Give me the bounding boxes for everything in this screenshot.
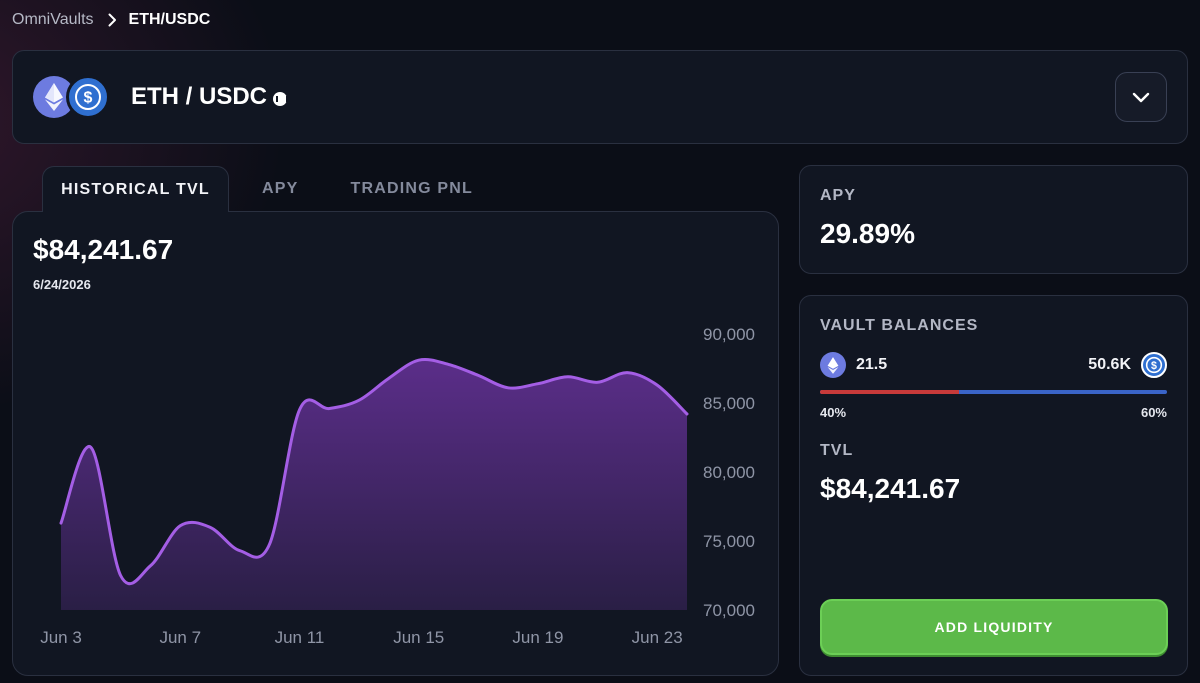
tab-historical-tvl[interactable]: HISTORICAL TVL: [42, 166, 229, 214]
vault-balances-card: VAULT BALANCES 21.5 50.6K $ 40% 6: [799, 295, 1188, 676]
chart-current-value: $84,241.67: [33, 234, 174, 265]
tvl-area-fill: [61, 359, 687, 610]
chart-tabs: HISTORICAL TVL APY TRADING PNL: [42, 166, 492, 214]
usdc-balance-amount: 50.6K: [1088, 356, 1131, 373]
balance-row: 21.5 50.6K $: [820, 351, 1167, 379]
y-tick-label: 70,000: [703, 601, 755, 620]
usdc-icon: $: [66, 75, 110, 119]
vault-header: $ ETH / USDC: [12, 50, 1188, 144]
tvl-chart-panel: $84,241.67 6/24/2026 90,000 85,000 80,000 7…: [12, 211, 779, 676]
svg-text:$: $: [1151, 360, 1157, 372]
breadcrumb: OmniVaults ETH/USDC: [12, 10, 210, 30]
tvl-label: TVL: [820, 442, 854, 459]
vault-balances-label: VAULT BALANCES: [820, 317, 979, 334]
expand-dropdown-button[interactable]: [1115, 72, 1167, 122]
chevron-down-icon: [1132, 92, 1150, 102]
y-tick-label: 75,000: [703, 532, 755, 551]
dex-badge-icon: [273, 91, 289, 106]
tab-apy[interactable]: APY: [262, 180, 299, 197]
x-tick-label: Jun 3: [40, 628, 82, 647]
x-tick-label: Jun 11: [275, 628, 325, 647]
y-tick-label: 85,000: [703, 394, 755, 413]
tvl-area-chart[interactable]: 90,000 85,000 80,000 75,000 70,000 Jun 3 Jun …: [13, 212, 778, 675]
breadcrumb-current: ETH/USDC: [128, 11, 211, 28]
x-tick-label: Jun 7: [159, 628, 201, 647]
tvl-value: $84,241.67: [820, 473, 961, 504]
eth-balance: 21.5: [820, 352, 887, 378]
token-pair-icons: $: [33, 75, 110, 120]
usdc-icon: $: [1141, 352, 1167, 378]
usdc-share-percent: 60%: [1140, 405, 1167, 420]
pair-title: ETH / USDC: [131, 83, 289, 111]
add-liquidity-button[interactable]: ADD LIQUIDITY: [820, 599, 1168, 655]
eth-balance-amount: 21.5: [856, 356, 888, 373]
x-tick-label: Jun 15: [393, 628, 444, 647]
chevron-right-icon: [108, 13, 117, 27]
y-tick-label: 80,000: [703, 463, 755, 482]
apy-label: APY: [820, 187, 856, 204]
balance-ratio-bar: [820, 390, 1167, 394]
eth-share-fill: [820, 390, 959, 394]
svg-text:$: $: [84, 90, 93, 107]
apy-value: 29.89%: [820, 218, 915, 249]
x-tick-label: Jun 23: [632, 628, 683, 647]
chart-current-date: 6/24/2026: [33, 277, 91, 292]
y-tick-label: 90,000: [703, 325, 755, 344]
x-tick-label: Jun 19: [512, 628, 563, 647]
eth-share-percent: 40%: [820, 405, 847, 420]
apy-card: APY 29.89%: [799, 165, 1188, 274]
pair-title-text: ETH / USDC: [131, 83, 268, 110]
tab-trading-pnl[interactable]: TRADING PNL: [350, 180, 474, 197]
eth-icon: [820, 352, 846, 378]
tvl-series-line: [59, 358, 689, 586]
balance-percent-row: 40% 60%: [820, 405, 1167, 420]
breadcrumb-root-link[interactable]: OmniVaults: [12, 11, 94, 28]
usdc-balance: 50.6K $: [1088, 352, 1167, 378]
